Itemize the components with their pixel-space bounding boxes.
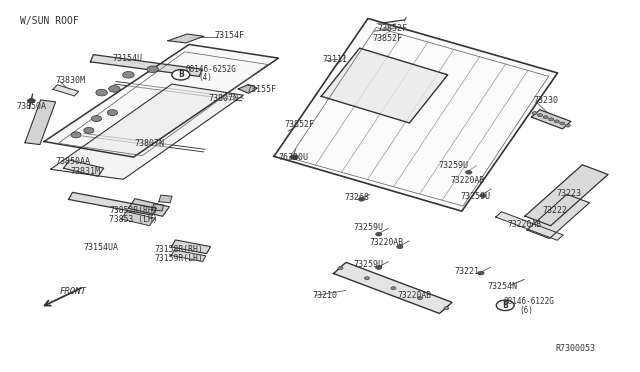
Circle shape — [391, 287, 396, 290]
Text: W/SUN ROOF: W/SUN ROOF — [20, 16, 79, 26]
Text: 73852F: 73852F — [285, 121, 315, 129]
Polygon shape — [159, 195, 172, 203]
Circle shape — [376, 266, 382, 269]
Text: 73807N: 73807N — [208, 94, 238, 103]
Polygon shape — [152, 204, 164, 211]
Polygon shape — [51, 84, 243, 179]
Text: (4): (4) — [198, 73, 212, 82]
Text: 73259U: 73259U — [354, 260, 384, 269]
Polygon shape — [496, 212, 563, 240]
Circle shape — [108, 110, 118, 116]
Circle shape — [376, 232, 382, 236]
Polygon shape — [171, 250, 206, 262]
Circle shape — [548, 118, 554, 121]
Polygon shape — [172, 240, 211, 254]
Text: 73830M: 73830M — [55, 76, 85, 85]
Polygon shape — [531, 110, 571, 129]
Polygon shape — [90, 55, 202, 77]
Circle shape — [397, 245, 403, 248]
Circle shape — [291, 155, 298, 159]
Polygon shape — [274, 19, 557, 211]
Polygon shape — [25, 100, 56, 145]
Circle shape — [71, 132, 81, 138]
Text: 73220AB: 73220AB — [370, 238, 404, 247]
Circle shape — [172, 70, 189, 80]
Text: 73850AA: 73850AA — [55, 157, 90, 166]
Text: 73158R(RH): 73158R(RH) — [154, 244, 203, 253]
Text: 73852F: 73852F — [378, 24, 408, 33]
Circle shape — [364, 277, 369, 280]
Circle shape — [554, 120, 559, 123]
Circle shape — [565, 124, 570, 127]
Text: 73259U: 73259U — [438, 161, 468, 170]
Text: 73155F: 73155F — [246, 85, 276, 94]
Polygon shape — [168, 34, 204, 43]
Circle shape — [417, 296, 422, 299]
Circle shape — [123, 71, 134, 78]
Text: 73850A: 73850A — [17, 102, 47, 111]
Text: 73221: 73221 — [454, 267, 479, 276]
Circle shape — [147, 66, 159, 73]
Text: 73159R(LH): 73159R(LH) — [154, 254, 203, 263]
Text: B: B — [178, 70, 184, 79]
Circle shape — [84, 128, 94, 134]
Text: 73220AB: 73220AB — [507, 221, 541, 230]
Text: 73222: 73222 — [542, 206, 567, 215]
Polygon shape — [321, 48, 448, 123]
Polygon shape — [68, 192, 156, 215]
Text: 73268: 73268 — [344, 193, 369, 202]
Text: 08146-6252G: 08146-6252G — [186, 65, 237, 74]
Circle shape — [466, 170, 472, 174]
Circle shape — [444, 307, 449, 310]
Circle shape — [479, 194, 486, 198]
Circle shape — [92, 116, 102, 122]
Text: B: B — [502, 301, 508, 310]
Text: 73807N: 73807N — [135, 139, 165, 148]
Polygon shape — [44, 44, 278, 157]
Text: 73223: 73223 — [556, 189, 581, 198]
Text: 73154U: 73154U — [113, 54, 143, 62]
Text: 76320U: 76320U — [278, 153, 308, 161]
Text: 73230: 73230 — [534, 96, 559, 105]
Polygon shape — [129, 199, 170, 217]
Text: 73853 (LH): 73853 (LH) — [109, 215, 158, 224]
Text: 73259U: 73259U — [461, 192, 490, 201]
Polygon shape — [333, 262, 452, 314]
Text: 73254N: 73254N — [488, 282, 518, 291]
Text: 73259U: 73259U — [354, 223, 384, 232]
Circle shape — [96, 89, 108, 96]
Circle shape — [109, 86, 120, 92]
Text: 73154UA: 73154UA — [84, 243, 118, 251]
Text: 73220AB: 73220AB — [451, 176, 485, 185]
Text: FRONT: FRONT — [60, 287, 87, 296]
Text: 73154F: 73154F — [214, 31, 244, 41]
Text: 73210: 73210 — [312, 291, 337, 300]
Circle shape — [496, 300, 514, 311]
Polygon shape — [63, 160, 104, 176]
Circle shape — [543, 116, 548, 119]
Text: R7300053: R7300053 — [555, 344, 595, 353]
Polygon shape — [53, 85, 79, 96]
Circle shape — [560, 122, 565, 125]
Text: (6): (6) — [519, 307, 533, 315]
Polygon shape — [527, 194, 589, 238]
Polygon shape — [238, 84, 257, 93]
Text: 73111: 73111 — [323, 55, 348, 64]
Circle shape — [477, 271, 484, 275]
Circle shape — [532, 112, 537, 115]
Circle shape — [28, 99, 35, 103]
Circle shape — [338, 267, 343, 270]
Text: 73831M: 73831M — [71, 167, 101, 176]
Polygon shape — [121, 212, 155, 226]
Polygon shape — [525, 165, 608, 226]
Text: 73220AB: 73220AB — [398, 291, 432, 300]
Text: 08146-6122G: 08146-6122G — [503, 297, 554, 306]
Circle shape — [538, 113, 543, 116]
Text: 73852F: 73852F — [372, 34, 403, 43]
Circle shape — [358, 198, 365, 201]
Text: 73852R(RH): 73852R(RH) — [109, 206, 158, 215]
